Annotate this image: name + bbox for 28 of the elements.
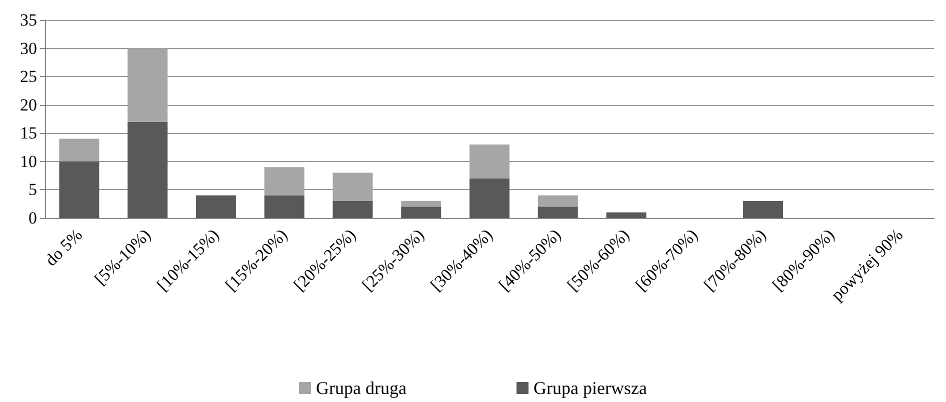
bar: [128, 122, 168, 218]
y-tick-label: 10: [20, 152, 37, 171]
bar: [59, 161, 100, 218]
y-tick-label: 20: [20, 95, 37, 114]
legend-label: Grupa pierwsza: [534, 378, 647, 398]
y-tick-label: 25: [20, 67, 37, 86]
y-tick-label: 30: [20, 38, 37, 58]
x-tick-label: do 5%: [41, 225, 86, 270]
bar: [264, 167, 304, 196]
y-tick-label: 0: [28, 208, 37, 228]
bar: [196, 195, 236, 218]
bar: [59, 138, 100, 162]
bar: [264, 195, 304, 218]
bar: [401, 206, 442, 218]
y-tick-label: 5: [28, 180, 37, 200]
bar: [743, 201, 784, 218]
bar: [470, 144, 510, 178]
y-tick-label: 35: [20, 10, 37, 30]
bar: [538, 195, 578, 207]
bar: [332, 201, 373, 218]
bar: [470, 178, 510, 218]
bar: [401, 201, 442, 207]
y-tick-label: 15: [20, 124, 37, 143]
legend-label: Grupa druga: [316, 378, 407, 398]
bar: [128, 48, 168, 122]
bar: [538, 206, 578, 218]
bar: [606, 212, 646, 218]
bar: [332, 172, 373, 202]
